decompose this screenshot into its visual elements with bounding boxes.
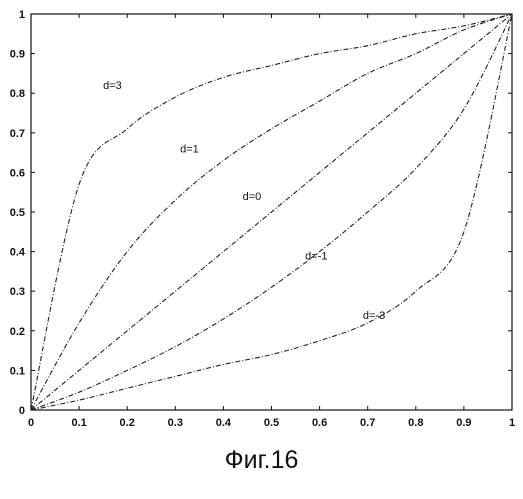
- x-tick-label: 0.7: [360, 417, 375, 429]
- x-tick-label: 0: [28, 417, 34, 429]
- curve-label: d=1: [180, 144, 199, 156]
- series-line-2: [31, 14, 512, 410]
- chart-annotations: d=3 d=1 d=0 d=-1 d=-3: [103, 80, 385, 322]
- x-tick-label: 0.2: [120, 417, 135, 429]
- curve-label: d=0: [243, 191, 262, 203]
- y-tick-label: 0: [19, 405, 25, 417]
- y-tick-label: 0.6: [10, 167, 25, 179]
- y-tick-label: 0.3: [10, 286, 25, 298]
- figure-caption: Фиг.16: [0, 446, 523, 475]
- x-tick-label: 0.1: [71, 417, 86, 429]
- y-tick-label: 0.2: [10, 326, 25, 338]
- y-tick-label: 0.1: [10, 365, 25, 377]
- y-tick-label: 0.5: [10, 207, 25, 219]
- y-tick-label: 0.7: [10, 128, 25, 140]
- y-tick-label: 1: [19, 9, 25, 21]
- y-tick-label: 0.4: [10, 247, 26, 259]
- x-tick-label: 1: [509, 417, 515, 429]
- x-tick-label: 0.3: [168, 417, 183, 429]
- x-tick-label: 0.6: [312, 417, 327, 429]
- x-tick-label: 0.8: [408, 417, 423, 429]
- line-chart: 0 0.1 0.2 0.3 0.4 0.5 0.6 0.7 0.8 0.9 1 0 0.1 0.2 0.3 0…: [0, 0, 523, 440]
- y-tick-label: 0.8: [10, 88, 25, 100]
- curve-label: d=-3: [363, 310, 385, 322]
- curve-label: d=-1: [305, 251, 327, 263]
- chart-curves: [31, 14, 512, 410]
- y-tick-label: 0.9: [10, 49, 25, 61]
- x-tick-label: 0.5: [264, 417, 279, 429]
- x-tick-label: 0.9: [456, 417, 471, 429]
- curve-label: d=3: [103, 80, 122, 92]
- x-tick-label: 0.4: [216, 417, 232, 429]
